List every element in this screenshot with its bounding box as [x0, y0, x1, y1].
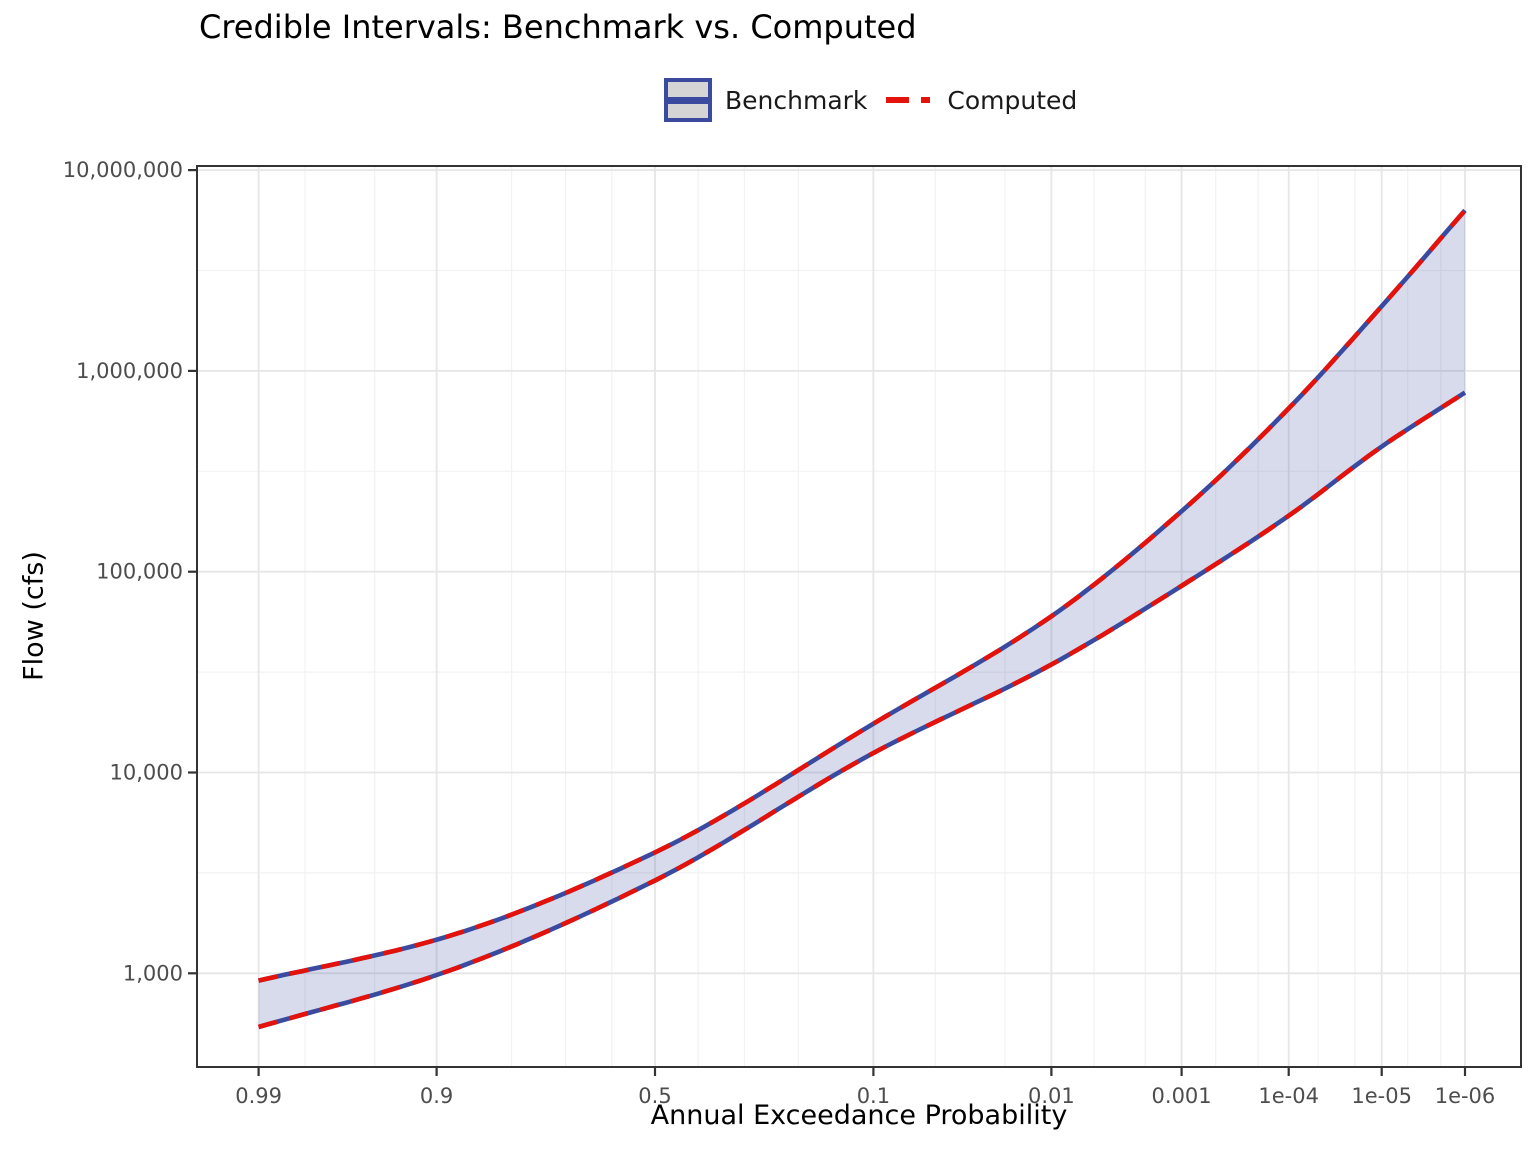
benchmark-upper-line — [258, 208, 1467, 983]
gridlines-major — [197, 166, 1521, 1067]
x-tick-label: 0.9 — [420, 1084, 453, 1108]
credible-band — [258, 210, 1466, 1027]
x-tick-labels: 0.99 0.9 0.5 0.1 0.01 0.001 1e-04 1e-05 1e-06 — [235, 1084, 1495, 1108]
gridlines-minor — [197, 166, 1521, 1067]
y-axis-title: Flow (cfs) — [18, 551, 50, 681]
y-tick-label: 10,000 — [110, 761, 183, 785]
legend: Benchmark Computed — [664, 77, 1077, 123]
computed-dash-glyph — [886, 97, 931, 103]
x-tick-label: 0.1 — [857, 1084, 890, 1108]
x-tick-label: 1e-06 — [1435, 1084, 1496, 1108]
x-tick-label: 0.99 — [235, 1084, 282, 1108]
y-tick-labels: 10,000,000 1,000,000 100,000 10,000 1,000 — [63, 158, 183, 985]
legend-key-benchmark-icon — [664, 78, 712, 122]
x-tick-label: 1e-04 — [1258, 1084, 1319, 1108]
y-tick-label: 1,000,000 — [76, 359, 183, 383]
legend-label-computed: Computed — [947, 85, 1078, 115]
computed-upper-line — [258, 208, 1467, 983]
tick-marks — [188, 169, 1467, 1076]
computed-lower-line — [257, 390, 1467, 1030]
x-tick-label: 1e-05 — [1351, 1084, 1412, 1108]
x-tick-label: 0.001 — [1152, 1084, 1212, 1108]
chart-title: Credible Intervals: Benchmark vs. Comput… — [199, 8, 917, 46]
y-tick-label: 1,000 — [123, 961, 183, 985]
panel-border — [196, 165, 1522, 1068]
x-tick-label: 0.5 — [638, 1084, 671, 1108]
benchmark-line-glyph — [668, 96, 708, 104]
x-axis-title: Annual Exceedance Probability — [650, 1100, 1068, 1131]
legend-key-computed-icon — [886, 95, 931, 105]
y-tick-label: 10,000,000 — [63, 158, 183, 182]
legend-label-benchmark: Benchmark — [725, 85, 868, 115]
x-tick-label: 0.01 — [1028, 1084, 1075, 1108]
y-tick-label: 100,000 — [96, 560, 183, 584]
